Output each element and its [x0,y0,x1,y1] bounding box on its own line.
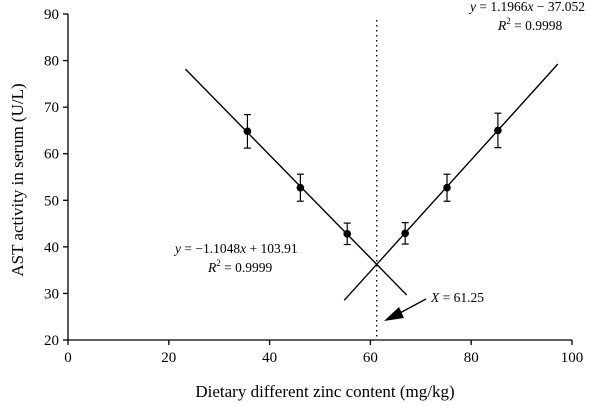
x-tick-label: 60 [363,350,378,366]
data-point [343,230,352,238]
chart-marks [184,20,559,340]
data-point [401,229,409,238]
left-fit-equation: y = −1.1048x + 103.91 [173,241,298,256]
x-tick-label: 20 [161,350,176,366]
x-axis-title: Dietary different zinc content (mg/kg) [195,382,454,401]
y-tick-label: 50 [44,193,59,209]
right-fit-line [343,63,559,301]
left-fit-r2: R2 = 0.9999 [207,258,272,275]
y-tick-label: 90 [44,7,59,23]
left-fit-line [184,68,408,296]
data-point [494,126,502,135]
right-fit-equation: y = 1.1966x − 37.052 [468,0,585,14]
breakpoint-arrow-shaft [397,298,427,315]
y-tick-label: 40 [44,240,59,256]
y-axis-title: AST activity in serum (U/L) [8,83,27,276]
y-tick-label: 80 [44,54,59,70]
data-point [443,183,451,192]
x-tick-label: 0 [64,350,72,366]
y-tick-label: 70 [44,100,59,116]
data-point [296,183,305,192]
right-fit-r2: R2 = 0.9998 [497,16,562,33]
axes: 20 30 40 50 60 70 80 90 0 20 40 60 80 100 [44,7,583,366]
data-point [243,127,252,136]
y-tick-label: 60 [44,147,59,163]
y-tick-label: 30 [44,286,59,302]
breakpoint-label: X = 61.25 [430,290,484,305]
breakpoint-arrow-head [384,307,404,321]
y-tick-label: 20 [44,333,59,349]
x-tick-label: 40 [262,350,277,366]
x-tick-label: 80 [464,350,479,366]
x-tick-label: 100 [561,350,584,366]
